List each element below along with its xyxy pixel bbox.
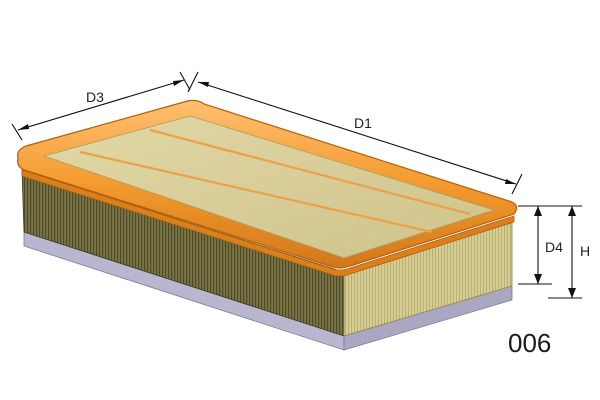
dimension-label-d1: D1	[354, 115, 372, 131]
dimension-d3	[11, 71, 191, 141]
dimension-h	[548, 205, 582, 299]
filter-media-top	[42, 115, 496, 259]
support-strip	[149, 128, 471, 216]
dimension-label-d4: D4	[545, 239, 563, 255]
support-strip	[79, 150, 433, 234]
dimension-d4	[518, 205, 552, 285]
dimension-label-d3: D3	[86, 89, 104, 105]
dimension-d1	[187, 71, 523, 195]
product-code: 006	[508, 328, 551, 358]
dimension-label-h: H	[580, 243, 590, 259]
